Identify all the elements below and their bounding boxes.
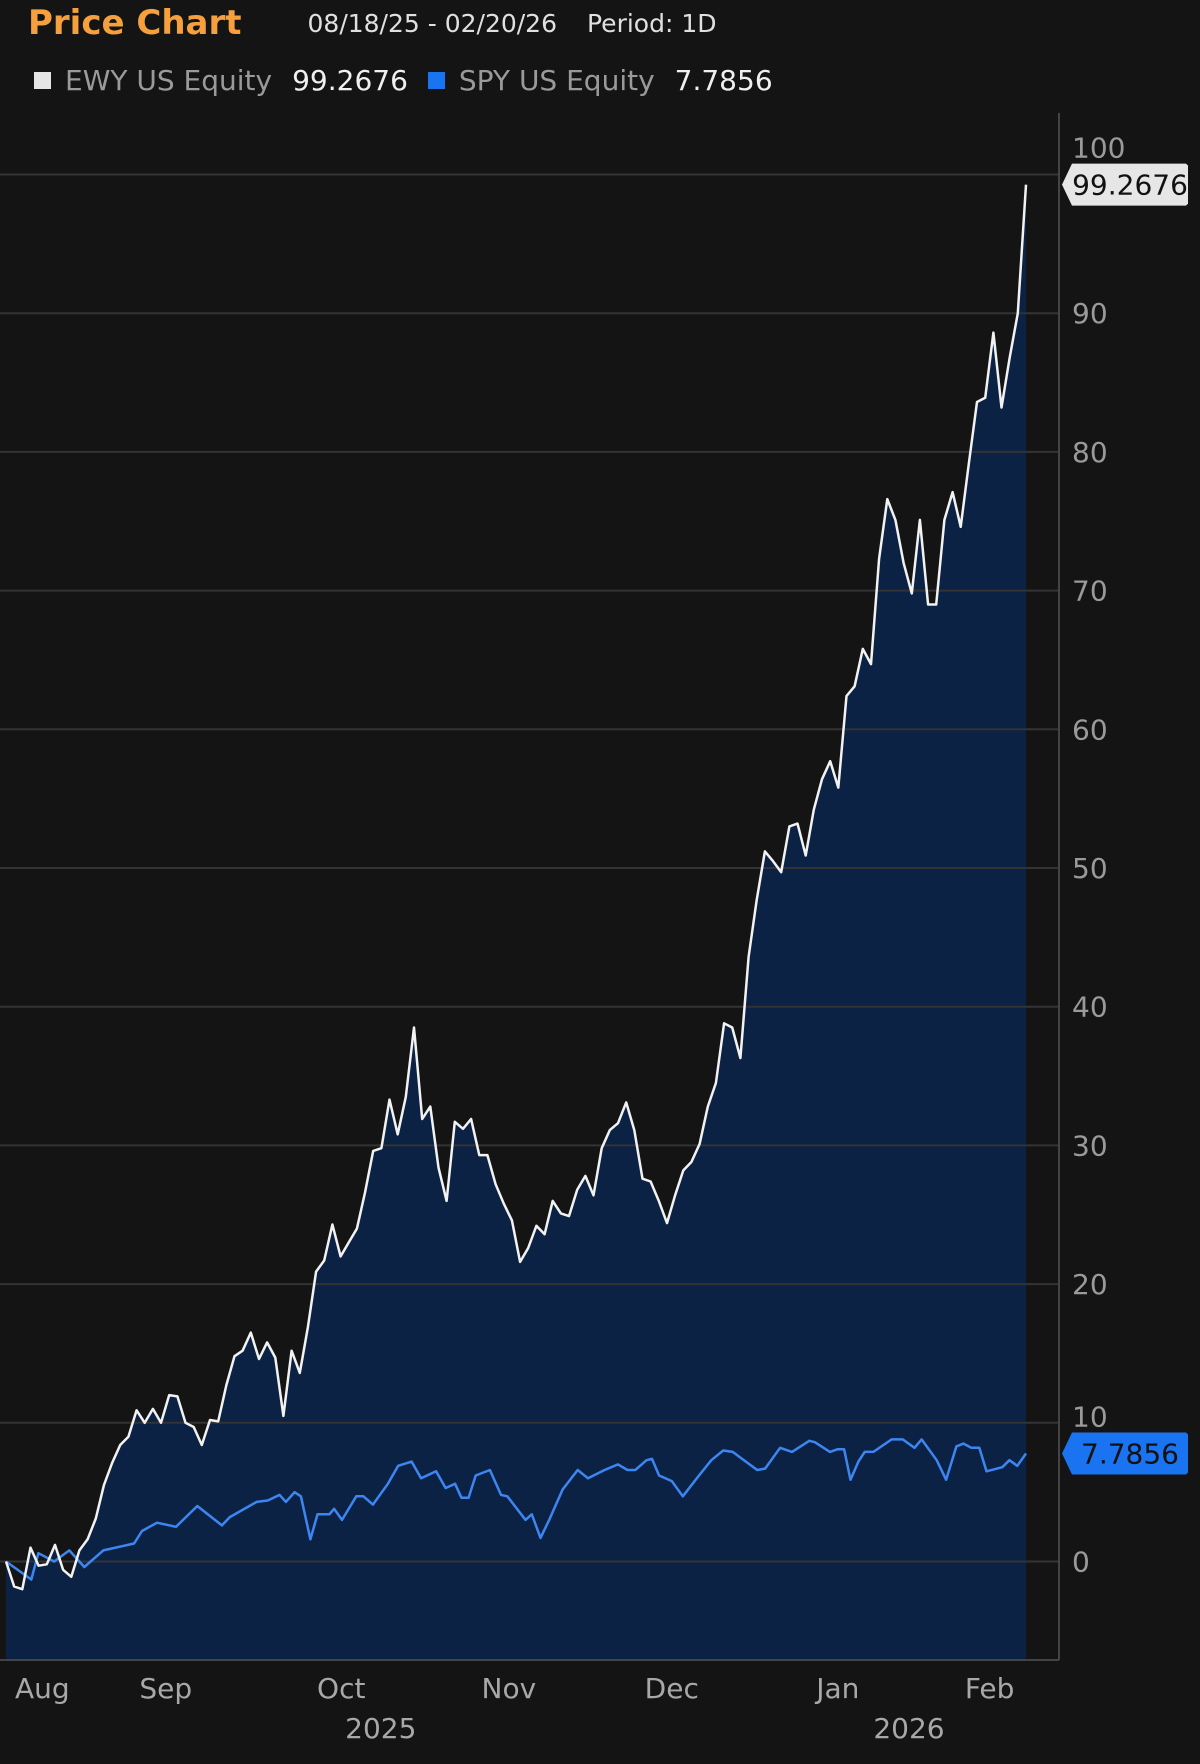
x-tick-label-jan: Jan xyxy=(814,1672,859,1705)
period-selector[interactable]: Period: 1D xyxy=(587,8,717,38)
legend: EWY US Equity 99.2676 SPY US Equity 7.78… xyxy=(34,60,793,100)
x-tick-label-nov: Nov xyxy=(482,1672,537,1705)
legend-value-spy: 7.7856 xyxy=(674,63,773,97)
date-range[interactable]: 08/18/25 - 02/20/26 xyxy=(307,8,557,38)
spy-last-value-tag-box xyxy=(1062,1432,1188,1475)
y-tick-label: 30 xyxy=(1072,1129,1108,1162)
ewy-last-value-tag-box xyxy=(1062,163,1188,206)
y-tick-label: 60 xyxy=(1072,713,1108,746)
y-tick-label: 50 xyxy=(1072,852,1108,885)
y-tick-label: 0 xyxy=(1072,1546,1090,1579)
ewy-last-value-tag-label: 99.2676 xyxy=(1072,169,1188,202)
legend-name-spy[interactable]: SPY US Equity xyxy=(458,63,655,97)
y-tick-label: 70 xyxy=(1072,575,1108,608)
y-tick-label: 10 xyxy=(1072,1401,1108,1434)
ewy-series-line xyxy=(4,184,1028,1591)
year-label-2025: 2025 xyxy=(345,1712,416,1745)
legend-name-ewy[interactable]: EWY US Equity xyxy=(65,63,273,97)
y-tick-label: 40 xyxy=(1072,991,1108,1024)
spy-series-line xyxy=(5,1438,1028,1581)
legend-swatch-spy xyxy=(427,71,445,89)
y-tick-label: 90 xyxy=(1072,297,1108,330)
legend-value-ewy: 99.2676 xyxy=(292,63,408,97)
x-tick-label-sep: Sep xyxy=(139,1672,192,1705)
year-label-2026: 2026 xyxy=(873,1712,944,1745)
spy-last-value-tag-label: 7.7856 xyxy=(1081,1438,1179,1471)
y-tick-label: 100 xyxy=(1072,132,1125,165)
x-tick-label-oct: Oct xyxy=(317,1672,365,1705)
chart-title: Price Chart xyxy=(28,3,242,43)
legend-swatch-ewy xyxy=(34,71,51,89)
y-tick-label: 20 xyxy=(1072,1268,1108,1301)
x-tick-label-feb: Feb xyxy=(965,1672,1015,1705)
y-tick-label: 80 xyxy=(1072,436,1108,469)
ewy-area-fill xyxy=(6,184,1026,1661)
chart-header: Price Chart 08/18/25 - 02/20/26 Period: … xyxy=(28,0,716,46)
x-tick-label-aug: Aug xyxy=(15,1672,70,1705)
x-tick-label-dec: Dec xyxy=(645,1672,699,1705)
